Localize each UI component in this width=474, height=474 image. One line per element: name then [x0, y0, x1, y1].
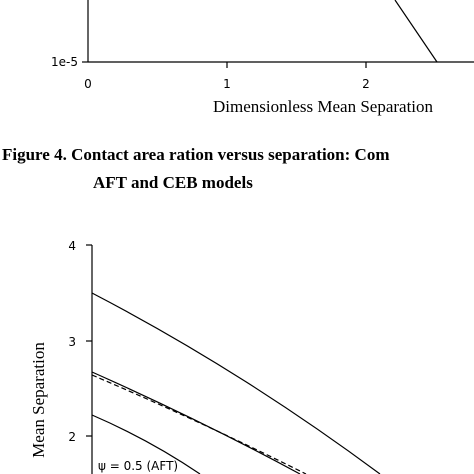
y-tick-label: 2 — [68, 430, 76, 444]
x-tick-label: 2 — [362, 77, 370, 91]
caption: AFT and CEB models — [93, 173, 253, 192]
caption: Figure 4. Contact area ration versus sep… — [2, 145, 390, 164]
y-tick-label: 1e-5 — [51, 55, 78, 69]
x-label: Dimensionless Mean Separation — [213, 97, 434, 116]
x-tick-label: 1 — [223, 77, 231, 91]
curve — [394, 0, 438, 63]
y-label: Mean Separation — [29, 342, 48, 458]
x-tick-label: 0 — [84, 77, 92, 91]
curve — [91, 292, 381, 474]
legend: ψ = 0.5 (AFT) — [98, 459, 178, 473]
y-tick-label: 4 — [68, 239, 76, 253]
curve — [91, 414, 201, 474]
y-tick-label: 3 — [68, 335, 76, 349]
